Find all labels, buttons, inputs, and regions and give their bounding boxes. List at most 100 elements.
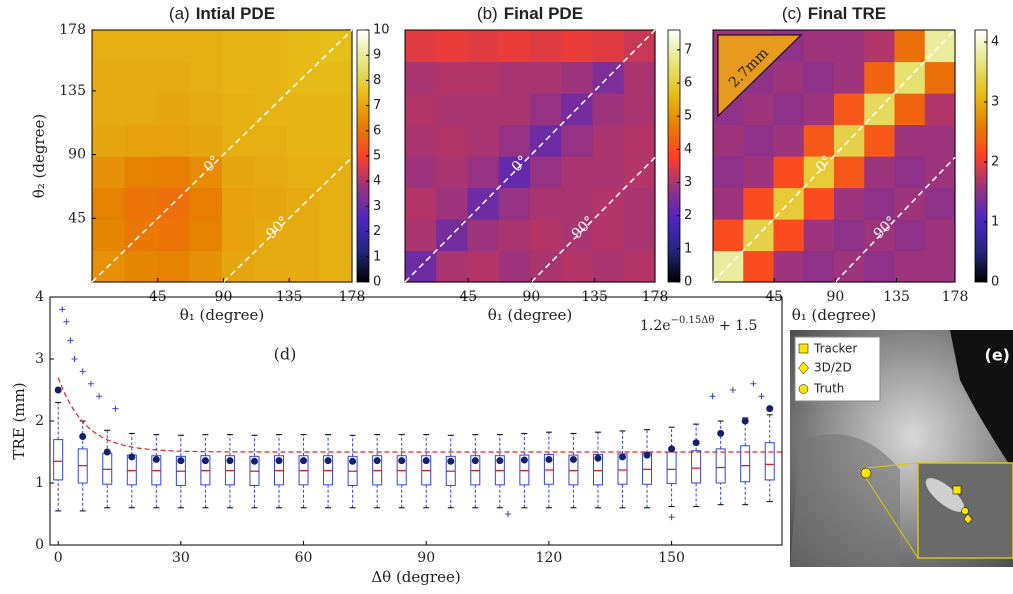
heatmap-cell (924, 124, 956, 157)
heatmap-cell (157, 61, 191, 94)
heatmap-cell (319, 93, 353, 126)
heatmap-cell (287, 124, 321, 157)
heatmap-cell (894, 93, 926, 126)
mean-dot (54, 386, 62, 394)
image-panel: Tracker 3D/2D Truth (e) (790, 330, 1013, 567)
heatmap-cell (189, 30, 223, 63)
heatmap-cell (561, 124, 594, 157)
heatmap-cell (864, 187, 896, 220)
outlier (505, 511, 512, 517)
heatmap-cell (436, 187, 469, 220)
y-axis-label: θ₂ (degree) (30, 114, 48, 199)
outlier (67, 337, 74, 344)
plot-frame (49, 296, 783, 546)
outlier (758, 393, 765, 400)
heatmap-cell (222, 187, 256, 220)
colorbar-tick-label: 1 (684, 241, 692, 256)
heatmap-cell (405, 219, 437, 252)
heatmap-cell (498, 61, 531, 94)
mean-dot (569, 455, 577, 463)
heatmap-cell (124, 156, 158, 189)
heatmap-cell (894, 124, 926, 157)
heatmap-cell (592, 124, 625, 157)
heatmap-cell (773, 219, 805, 252)
colorbar-tick-label: 3 (991, 95, 999, 110)
heatmap-cell (803, 219, 835, 252)
heatmap-cell (623, 187, 656, 220)
heatmap-cell (92, 61, 126, 94)
heatmap-cell (623, 124, 656, 157)
heatmap-cell (189, 93, 223, 126)
colorbar-tick-label: 6 (684, 76, 692, 91)
heatmap-cell (405, 61, 437, 94)
legend-marker (798, 361, 809, 375)
heatmap-cell (592, 250, 625, 283)
fit-formula: 1.2e−0.15Δθ + 1.5 (640, 315, 757, 335)
panel-title-text: Final PDE (504, 4, 583, 23)
x-tick-label: 150 (658, 550, 685, 566)
heatmap-cell (254, 30, 288, 63)
heatmap-cell (743, 250, 775, 283)
plot-frame (404, 29, 656, 283)
x-tick-label: 60 (295, 550, 313, 566)
heatmap-cell (924, 187, 956, 220)
colorbar-tick-label: 4 (373, 174, 381, 189)
panel-title: (a) Intial PDE (169, 4, 275, 23)
heatmap-cell (124, 93, 158, 126)
plot-frame (712, 29, 956, 283)
colorbar-tick-label: 0 (684, 275, 692, 290)
outlier (112, 405, 119, 412)
heatmap-cell (864, 156, 896, 189)
3d2d-marker (963, 513, 973, 525)
colorbar-tick-label: 7 (684, 42, 692, 57)
heatmap-cell (319, 187, 353, 220)
outlier (96, 393, 103, 400)
x-axis-label: Δθ (degree) (371, 568, 460, 586)
colorbar-tick-label: 0 (373, 275, 381, 290)
y-tick-label: 45 (68, 210, 86, 226)
zoom-connector (865, 462, 919, 469)
box (740, 445, 751, 483)
xray-bone (790, 434, 900, 567)
heatmap-cell (124, 187, 158, 220)
mean-dot (250, 457, 258, 465)
box (764, 442, 775, 481)
x-axis-label: θ₁ (degree) (180, 306, 265, 324)
heatmap-cell (924, 250, 956, 283)
heatmap-cell (498, 219, 531, 252)
colorbar (974, 29, 988, 283)
heatmap-cell (530, 156, 562, 189)
y-axis-label: TRE (mm) (10, 382, 28, 459)
mean-dot (766, 405, 774, 413)
heatmap-cell (287, 250, 321, 283)
mean-dot (619, 453, 627, 461)
heatmap-cell (864, 61, 896, 94)
heatmap-cell (498, 93, 531, 126)
heatmap-cell (254, 250, 288, 283)
heatmap-cell (436, 93, 469, 126)
heatmap-cell (436, 30, 469, 63)
legend-label: 3D/2D (814, 361, 852, 375)
heatmap-cell (222, 219, 256, 252)
heatmap-cell (743, 93, 775, 126)
colorbar-tick-label: 3 (684, 175, 692, 190)
heatmap-cell (467, 219, 500, 252)
mean-dot (496, 457, 504, 465)
heatmap-cell (157, 219, 191, 252)
mean-dot (103, 448, 111, 456)
colorbar-tick-label: 6 (373, 123, 381, 138)
heatmap-cell (530, 30, 562, 63)
heatmap-cell (189, 124, 223, 157)
heatmap-cell (124, 61, 158, 94)
colorbar-tick-label: 5 (684, 109, 692, 124)
mean-dot (349, 457, 357, 465)
legend-label: Truth (813, 382, 844, 396)
heatmap-cell (157, 30, 191, 63)
heatmap-cell (222, 156, 256, 189)
mean-dot (398, 457, 406, 465)
heatmap-cell (92, 124, 126, 157)
heatmap-cell (773, 124, 805, 157)
x-tick-label: 120 (536, 550, 563, 566)
